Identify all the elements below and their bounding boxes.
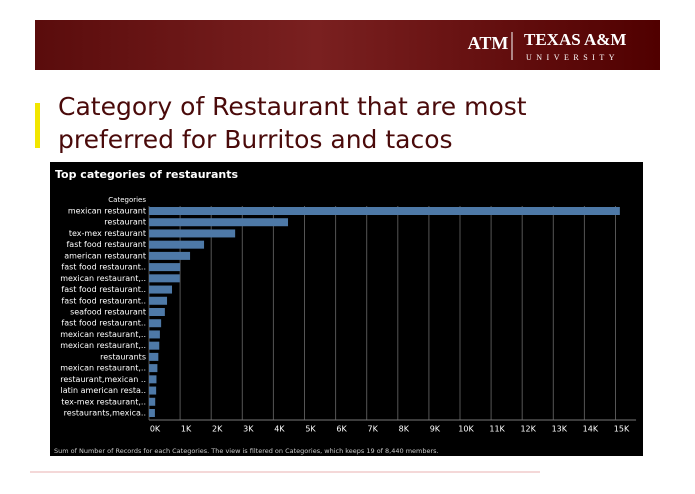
bar: [149, 386, 157, 395]
bar: [149, 308, 165, 316]
bar: [149, 341, 160, 350]
footnote: Sum of Number of Records for each Catego…: [54, 447, 439, 455]
y-tick-label: mexican restaurant,..: [60, 364, 146, 373]
x-tick-label: 0K: [150, 425, 161, 434]
x-tick-label: 5K: [305, 425, 316, 434]
slide-title-line: Category of Restaurant that are most: [58, 92, 527, 121]
y-tick-label: mexican restaurant,..: [60, 330, 146, 339]
y-tick-label: restaurants,mexica..: [64, 409, 146, 418]
logo-name: TEXAS A&M: [524, 30, 626, 49]
bar: [149, 352, 159, 361]
y-tick-label: fast food restaurant..: [61, 285, 146, 294]
bar: [149, 251, 191, 260]
chart-title: Top categories of restaurants: [55, 168, 238, 181]
y-tick-label: fast food restaurant..: [61, 263, 146, 272]
y-tick-label: seafood restaurant: [70, 308, 146, 317]
bar: [149, 285, 173, 294]
bar: [149, 218, 289, 227]
x-tick-label: 4K: [274, 425, 285, 434]
x-tick-label: 11K: [489, 425, 505, 434]
y-tick-label: american restaurant: [64, 251, 146, 260]
y-tick-label: fast food restaurant..: [61, 319, 146, 328]
y-tick-label: tex-mex restaurant: [69, 229, 146, 238]
bar: [149, 409, 155, 417]
y-tick-label: latin american resta..: [61, 386, 146, 395]
y-tick-label: restaurant: [104, 218, 146, 227]
slide-title-line: preferred for Burritos and tacos: [58, 125, 453, 154]
x-tick-label: 6K: [336, 425, 347, 434]
x-tick-label: 13K: [552, 425, 568, 434]
logo-mark: ATM: [468, 33, 509, 53]
x-tick-label: 15K: [614, 425, 630, 434]
bar: [149, 319, 162, 328]
logo-subname: UNIVERSITY: [526, 53, 619, 62]
y-tick-label: mexican restaurant: [68, 207, 146, 216]
y-axis-label: Categories: [108, 196, 146, 204]
y-tick-label: restaurant,mexican ..: [60, 375, 146, 384]
x-tick-label: 2K: [212, 425, 223, 434]
y-tick-label: tex-mex restaurant,..: [61, 397, 146, 406]
header-banner: [35, 20, 660, 70]
x-tick-label: 9K: [430, 425, 441, 434]
bar: [149, 263, 181, 272]
bar: [149, 296, 168, 305]
x-tick-label: 8K: [399, 425, 410, 434]
x-tick-label: 10K: [458, 425, 474, 434]
x-tick-label: 12K: [520, 425, 536, 434]
y-tick-label: fast food restaurant: [66, 240, 146, 249]
x-tick-label: 7K: [368, 425, 379, 434]
bar: [149, 207, 620, 215]
accent-bar: [35, 103, 40, 148]
bar: [149, 364, 158, 373]
y-tick-label: restaurants: [100, 352, 146, 361]
bar: [149, 274, 180, 283]
y-tick-label: mexican restaurant,..: [60, 274, 146, 283]
bar: [149, 240, 205, 249]
x-tick-label: 1K: [181, 425, 192, 434]
bar: [149, 330, 160, 339]
x-tick-label: 14K: [583, 425, 599, 434]
x-tick-label: 3K: [243, 425, 254, 434]
y-tick-label: fast food restaurant..: [61, 296, 146, 305]
y-tick-label: mexican restaurant,..: [60, 341, 146, 350]
bar: [149, 375, 157, 384]
bar: [149, 229, 236, 238]
bar: [149, 397, 156, 406]
